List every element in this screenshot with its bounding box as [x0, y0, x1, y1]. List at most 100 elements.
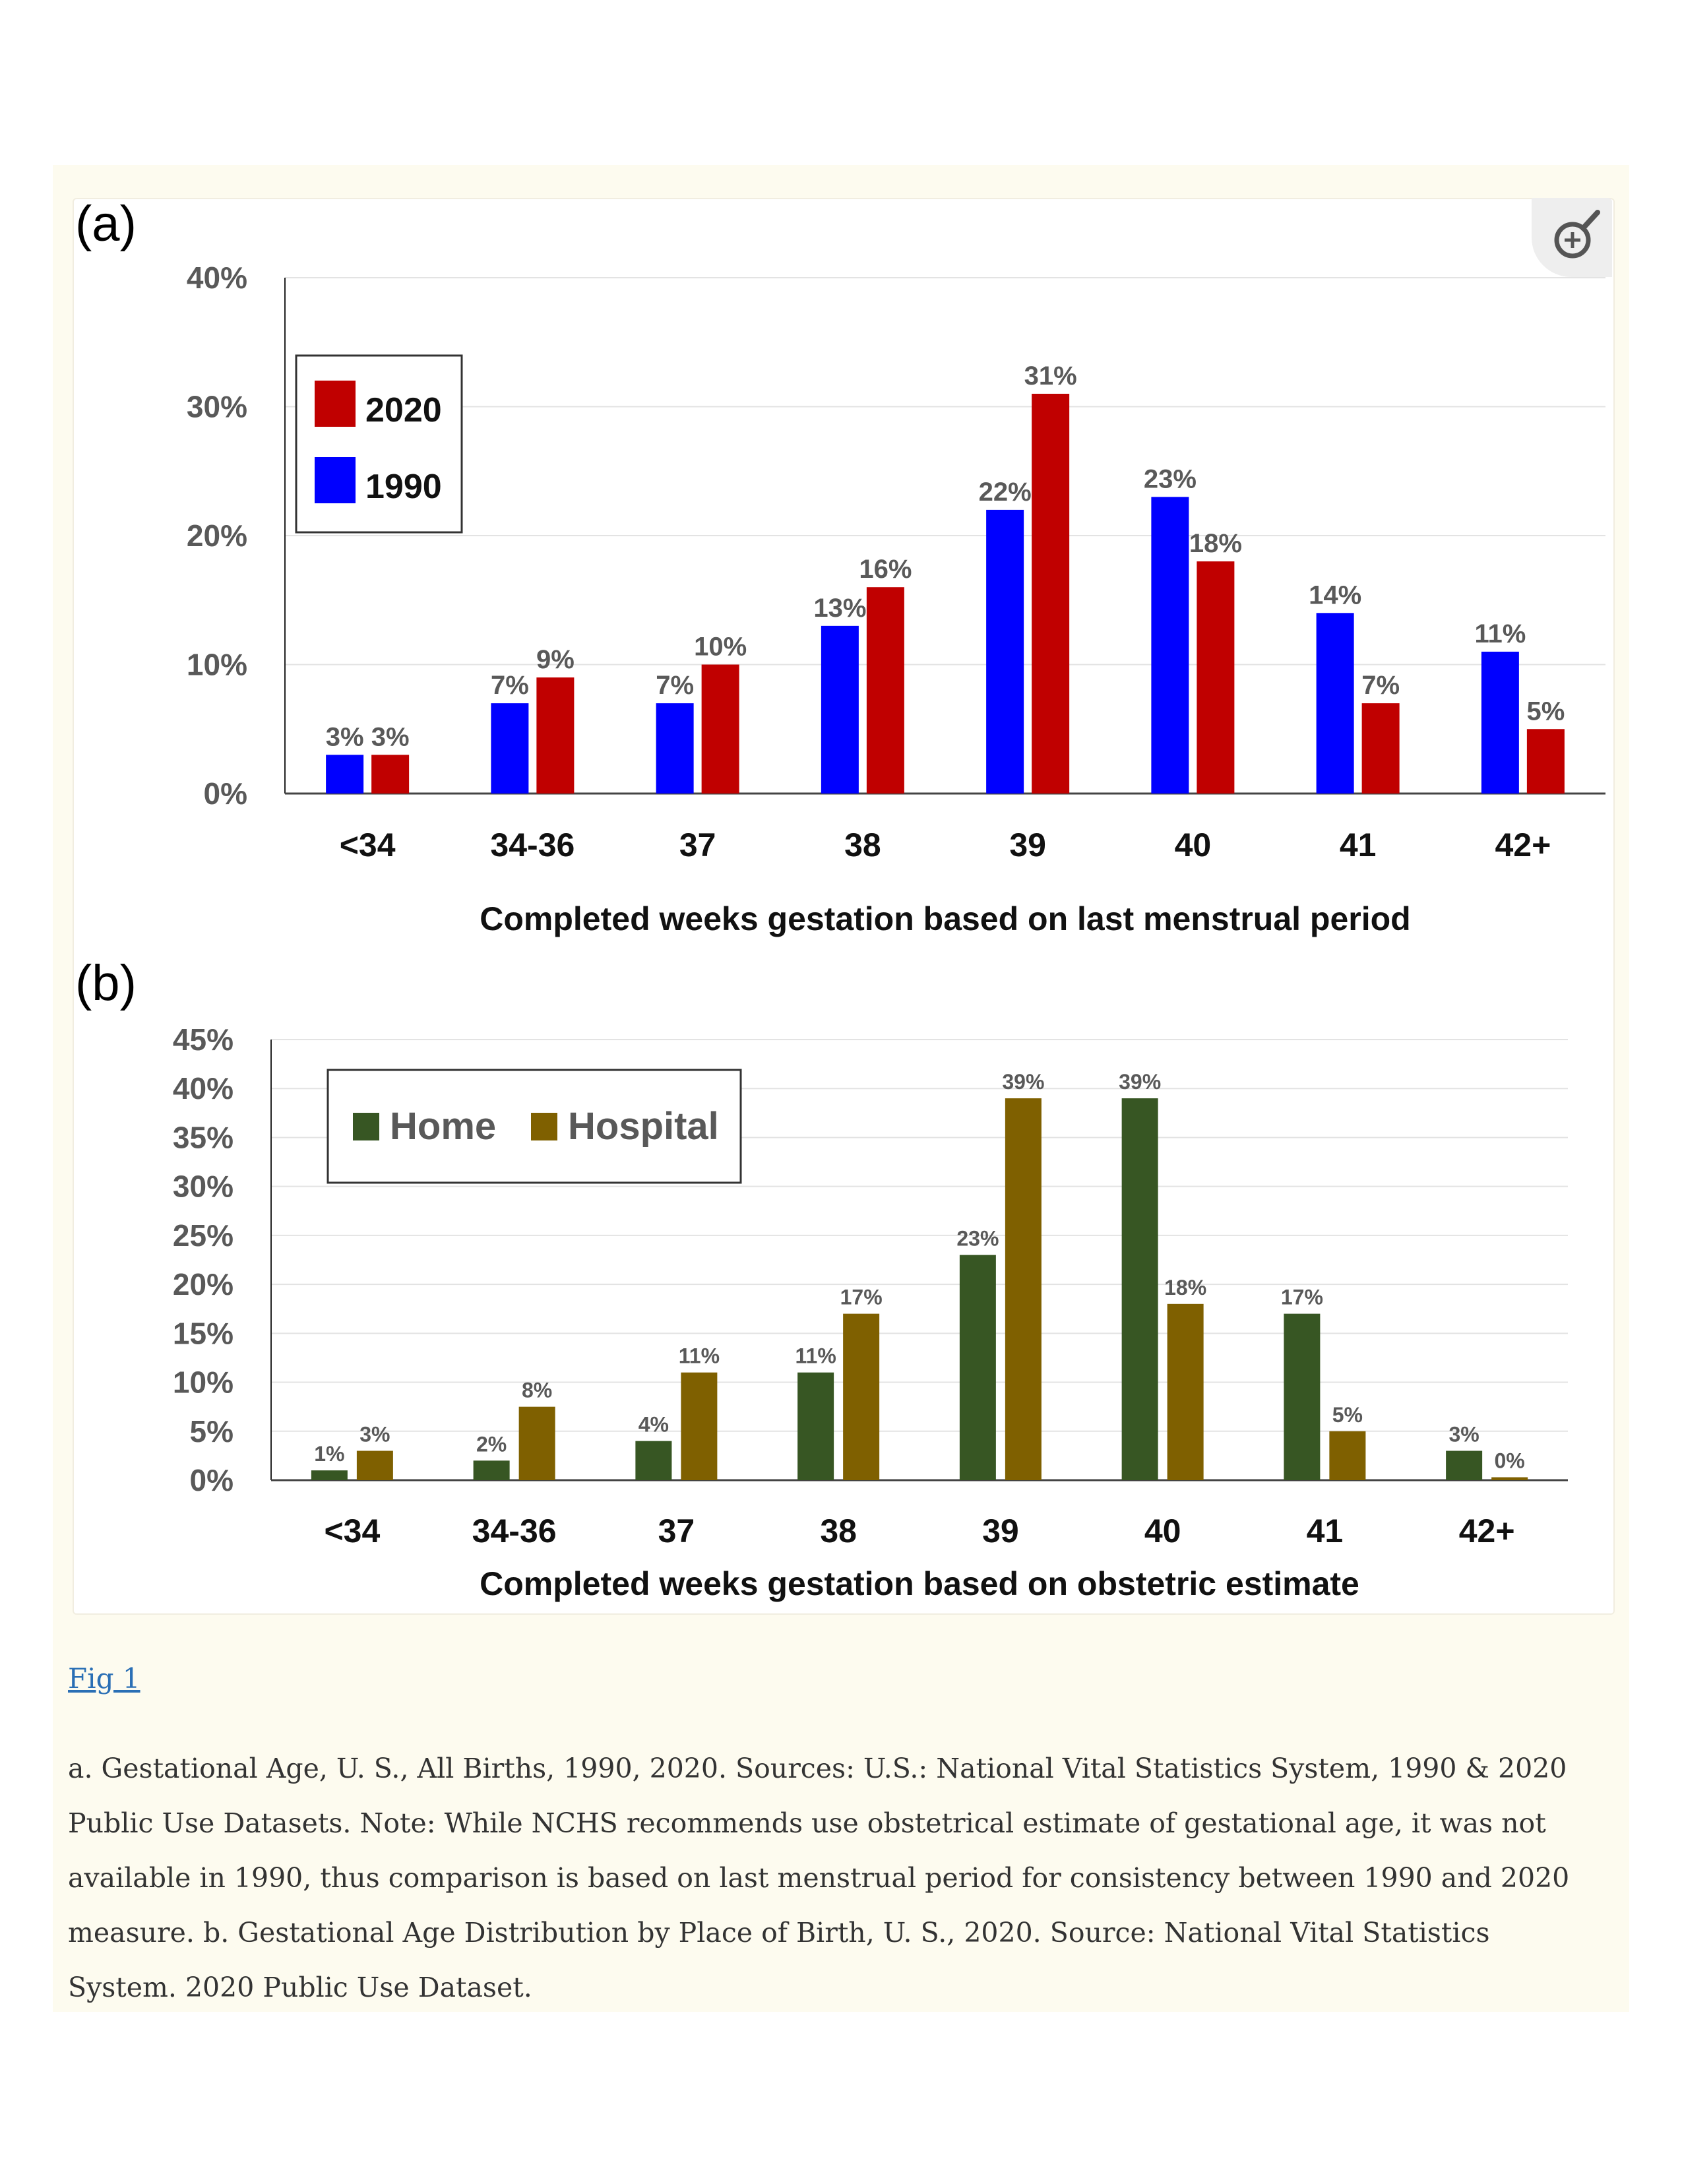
x-axis-title: Completed weeks gestation based on obste… [480, 1565, 1359, 1602]
x-axis-title: Completed weeks gestation based on last … [480, 900, 1410, 937]
x-tick-label: 42+ [1495, 827, 1551, 863]
data-label: 11% [679, 1344, 720, 1368]
figure-link[interactable]: Fig 1 [68, 1662, 140, 1695]
bar-2020 [371, 755, 410, 794]
legend-label: Home [390, 1105, 496, 1148]
x-tick-label: 34-36 [490, 827, 575, 863]
bar-hospital [356, 1451, 393, 1480]
data-label: 31% [1024, 361, 1077, 390]
data-label: 7% [656, 671, 694, 700]
x-tick-label: 34-36 [472, 1513, 557, 1549]
x-tick-label: 40 [1144, 1513, 1181, 1549]
legend-label: 1990 [365, 468, 442, 506]
legend-label: 2020 [365, 391, 442, 429]
bar-hospital [681, 1372, 718, 1480]
zoom-in-magnifier-icon [1554, 210, 1600, 259]
bar-home [473, 1460, 510, 1480]
bar-2020 [1032, 393, 1070, 794]
x-tick-label: <34 [324, 1513, 380, 1549]
panel-label: (b) [75, 955, 137, 1011]
bar-1990 [491, 703, 529, 794]
x-tick-label: 38 [820, 1513, 857, 1549]
y-tick-label: 35% [173, 1120, 234, 1154]
bar-home [1446, 1451, 1483, 1480]
zoom-button[interactable] [1532, 198, 1612, 277]
data-label: 9% [536, 645, 575, 674]
y-tick-label: 15% [173, 1316, 234, 1350]
y-tick-label: 25% [173, 1218, 234, 1253]
x-tick-label: 42+ [1459, 1513, 1515, 1549]
bar-hospital [1491, 1477, 1528, 1480]
data-label: 23% [956, 1227, 999, 1251]
data-label: 4% [639, 1413, 669, 1437]
bar-2020 [1526, 729, 1565, 794]
legend-swatch [315, 381, 356, 427]
y-tick-label: 5% [190, 1414, 234, 1449]
data-label: 18% [1189, 529, 1242, 558]
data-label: 2% [476, 1432, 507, 1456]
legend-swatch [353, 1113, 379, 1140]
y-tick-label: 30% [173, 1170, 234, 1204]
data-label: 3% [326, 722, 364, 751]
data-label: 3% [359, 1422, 390, 1446]
legend-label: Hospital [568, 1105, 719, 1148]
x-tick-label: 41 [1340, 827, 1377, 863]
data-label: 5% [1526, 697, 1565, 726]
bar-home [635, 1441, 672, 1480]
data-label: 11% [1474, 619, 1526, 648]
bar-hospital [1329, 1431, 1366, 1480]
x-tick-label: 37 [658, 1513, 695, 1549]
y-tick-label: 10% [173, 1365, 234, 1400]
data-label: 17% [1281, 1286, 1323, 1309]
y-tick-label: 0% [190, 1463, 234, 1497]
data-label: 18% [1164, 1276, 1206, 1299]
y-tick-label: 40% [173, 1071, 234, 1106]
bar-hospital [1005, 1098, 1042, 1480]
x-tick-label: 38 [844, 827, 881, 863]
legend-swatch [531, 1113, 557, 1140]
bar-hospital [843, 1313, 880, 1480]
x-tick-label: 40 [1175, 827, 1212, 863]
bar-1990 [326, 755, 364, 794]
data-label: 0% [1495, 1449, 1525, 1473]
data-label: 1% [314, 1442, 344, 1466]
bar-1990 [1481, 651, 1519, 794]
data-label: 5% [1332, 1403, 1363, 1427]
data-label: 22% [979, 478, 1032, 507]
data-label: 7% [1361, 671, 1400, 700]
data-label: 11% [795, 1344, 836, 1368]
figure-caption: a. Gestational Age, U. S., All Births, 1… [68, 1753, 1570, 2003]
data-label: 10% [694, 633, 747, 662]
bar-home [311, 1470, 348, 1480]
bar-1990 [656, 703, 694, 794]
data-label: 14% [1309, 580, 1361, 609]
x-tick-label: 39 [1009, 827, 1046, 863]
bar-hospital [1167, 1303, 1204, 1480]
data-label: 3% [1449, 1422, 1480, 1446]
x-tick-label: 37 [679, 827, 716, 863]
data-label: 7% [491, 671, 529, 700]
panel-label: (a) [75, 196, 137, 252]
data-label: 17% [840, 1286, 883, 1309]
x-tick-label: <34 [340, 827, 396, 863]
x-tick-label: 41 [1307, 1513, 1344, 1549]
bar-1990 [1151, 497, 1189, 794]
y-tick-label: 10% [187, 648, 247, 682]
bar-2020 [866, 587, 904, 794]
y-tick-label: 45% [173, 1022, 234, 1057]
y-tick-label: 20% [187, 518, 247, 553]
y-tick-label: 20% [173, 1267, 234, 1301]
data-label: 39% [1002, 1070, 1044, 1094]
bar-home [1284, 1313, 1321, 1480]
y-tick-label: 30% [187, 390, 247, 424]
bar-2020 [701, 664, 739, 794]
x-tick-label: 39 [982, 1513, 1019, 1549]
y-tick-label: 0% [204, 776, 247, 811]
data-label: 39% [1119, 1070, 1161, 1094]
bar-hospital [518, 1406, 555, 1480]
data-label: 3% [371, 722, 410, 751]
bar-home [959, 1255, 996, 1480]
data-label: 8% [522, 1379, 552, 1402]
bar-2020 [1361, 703, 1400, 794]
